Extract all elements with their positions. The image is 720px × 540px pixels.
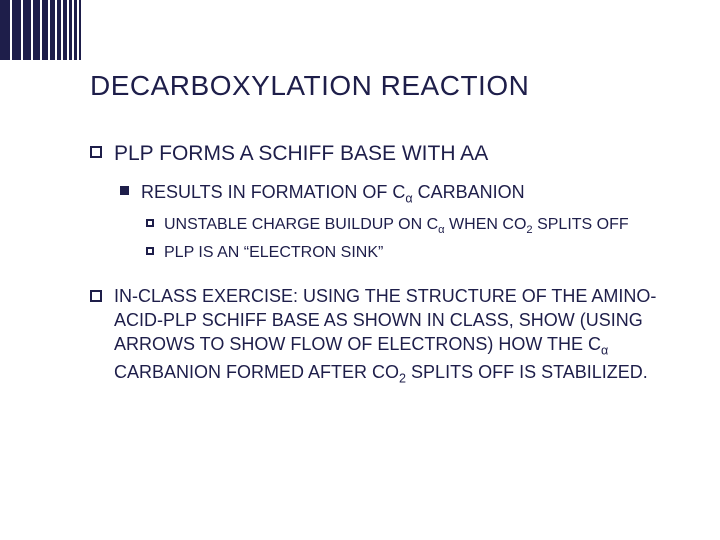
slide-title: DECARBOXYLATION REACTION [90,70,680,102]
bullet-lvl1-item: PLP FORMS A SCHIFF BASE WITH AA RESULTS … [90,140,680,264]
decor-bar [79,0,81,60]
bullet-lvl3-item: PLP IS AN “ELECTRON SINK” [146,242,680,264]
text-fragment: IN-CLASS EXERCISE: USING THE STRUCTURE O… [114,286,656,355]
hollow-square-bullet-icon [90,146,102,158]
bullet-text: RESULTS IN FORMATION OF Cα CARBANION [141,180,525,208]
text-fragment: SPLITS OFF IS STABILIZED. [406,362,648,382]
bullet-list-lvl3: UNSTABLE CHARGE BUILDUP ON Cα WHEN CO2 S… [146,214,680,264]
decor-bar [57,0,61,60]
text-fragment: SPLITS OFF [533,216,629,233]
decor-bar [12,0,21,60]
text-fragment: RESULTS IN FORMATION OF C [141,182,405,202]
decor-bar [23,0,31,60]
decor-bar [33,0,40,60]
slide-content: DECARBOXYLATION REACTION PLP FORMS A SCH… [90,70,680,408]
bullet-lvl3-item: UNSTABLE CHARGE BUILDUP ON Cα WHEN CO2 S… [146,214,680,238]
decor-bar [0,0,10,60]
subscript: α [601,344,608,358]
bullet-text: UNSTABLE CHARGE BUILDUP ON Cα WHEN CO2 S… [164,214,629,238]
decor-bar [63,0,67,60]
text-fragment: CARBANION [413,182,525,202]
bullet-lvl2-item: RESULTS IN FORMATION OF Cα CARBANION UNS… [120,180,680,263]
bullet-text: PLP IS AN “ELECTRON SINK” [164,242,383,264]
bullet-list-lvl1: PLP FORMS A SCHIFF BASE WITH AA RESULTS … [90,140,680,388]
small-hollow-square-bullet-icon [146,219,154,227]
corner-bars-decor [0,0,110,60]
solid-square-bullet-icon [120,186,129,195]
decor-bar [69,0,72,60]
text-fragment: CARBANION FORMED AFTER CO [114,362,399,382]
decor-bar [50,0,55,60]
small-hollow-square-bullet-icon [146,247,154,255]
hollow-square-bullet-icon [90,290,102,302]
bullet-list-lvl2: RESULTS IN FORMATION OF Cα CARBANION UNS… [120,180,680,263]
bullet-text: PLP FORMS A SCHIFF BASE WITH AA [114,140,488,168]
subscript: α [405,192,412,206]
subscript: 2 [399,372,406,386]
text-fragment: UNSTABLE CHARGE BUILDUP ON C [164,216,438,233]
bullet-text: IN-CLASS EXERCISE: USING THE STRUCTURE O… [114,284,680,388]
decor-bar [74,0,77,60]
bullet-lvl1-item: IN-CLASS EXERCISE: USING THE STRUCTURE O… [90,284,680,388]
decor-bar [42,0,48,60]
text-fragment: WHEN CO [445,216,527,233]
